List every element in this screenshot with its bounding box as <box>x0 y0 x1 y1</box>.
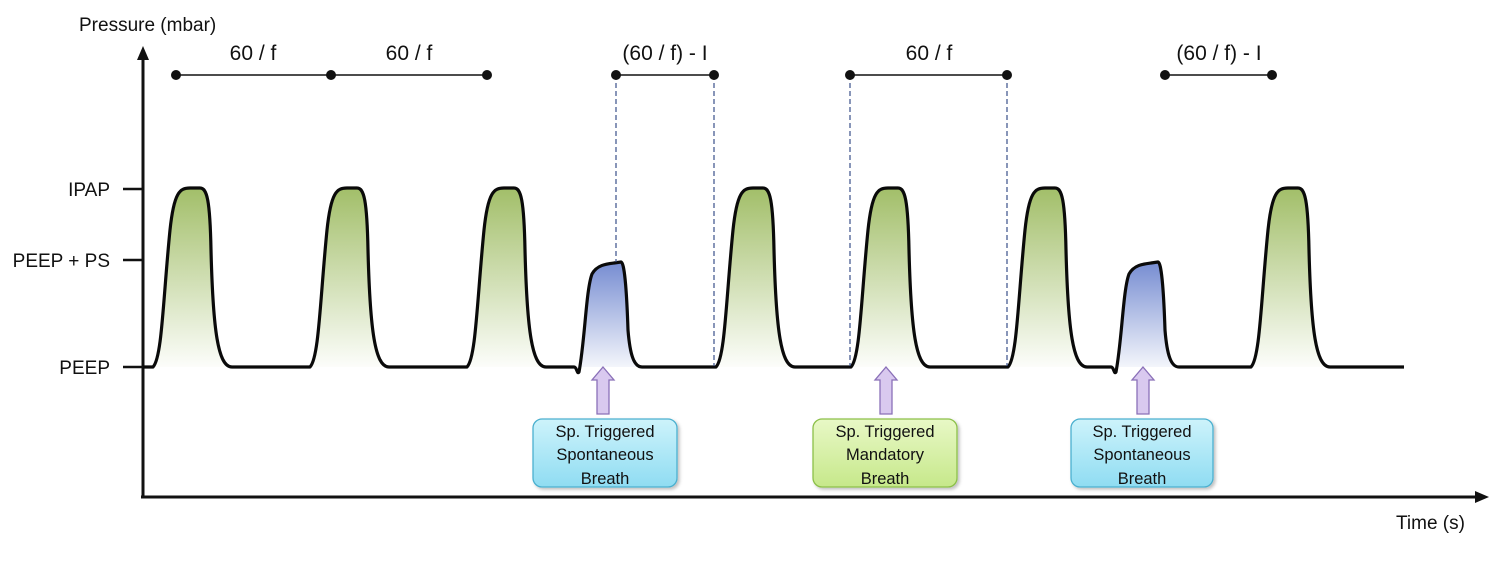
trigger-arrow-icon <box>873 365 899 415</box>
callout-line: Mandatory <box>846 446 925 464</box>
breath-fill-mandatory <box>851 188 930 367</box>
y-axis-title: Pressure (mbar) <box>79 15 216 36</box>
breath-fills <box>153 188 1330 372</box>
interval-label: 60 / f <box>230 42 277 65</box>
y-axis-arrowhead <box>137 46 149 60</box>
breath-fill-mandatory <box>467 188 546 367</box>
callout-mandatory-breath <box>812 418 958 488</box>
interval-dot <box>326 70 336 80</box>
callout-line: Sp. Triggered <box>555 423 654 441</box>
callout-box <box>1070 418 1214 488</box>
callout-line: Spontaneous <box>1093 446 1190 464</box>
interval-dot <box>1002 70 1012 80</box>
interval-label: (60 / f) - I <box>622 42 707 65</box>
callout-box <box>812 418 958 488</box>
interval-dot <box>709 70 719 80</box>
breath-fill-mandatory <box>1251 188 1330 367</box>
interval-dot <box>845 70 855 80</box>
x-axis-title: Time (s) <box>1396 513 1465 534</box>
callout-line: Spontaneous <box>556 446 653 464</box>
axes: Pressure (mbar) Time (s) IPAP PEEP + PS … <box>13 15 1489 534</box>
callout-line: Breath <box>861 470 910 488</box>
breath-fill-mandatory <box>153 188 232 367</box>
callout-spontaneous-breath-2 <box>1070 418 1214 488</box>
breath-fill-mandatory <box>716 188 795 367</box>
callout-line: Sp. Triggered <box>1092 423 1191 441</box>
guide-lines <box>615 75 1008 366</box>
callouts: Sp. Triggered Spontaneous Breath Sp. Tri… <box>532 418 1214 488</box>
interval-label: (60 / f) - I <box>1176 42 1261 65</box>
interval-label: 60 / f <box>906 42 953 65</box>
callout-line: Breath <box>1118 470 1167 488</box>
interval-dot <box>1267 70 1277 80</box>
level-label-ipap: IPAP <box>68 180 110 201</box>
interval-dot <box>1160 70 1170 80</box>
interval-dot <box>482 70 492 80</box>
callout-spontaneous-breath-1 <box>532 418 678 488</box>
pressure-curve <box>143 186 1404 375</box>
interval-label: 60 / f <box>386 42 433 65</box>
interval-dot <box>171 70 181 80</box>
interval-markers: 60 / f 60 / f (60 / f) - I 60 / f (60 / … <box>171 42 1277 80</box>
breath-fill-mandatory <box>1008 188 1087 367</box>
breath-fill-mandatory <box>310 188 389 367</box>
trigger-arrow-icon <box>590 365 616 415</box>
level-label-peep: PEEP <box>59 358 110 379</box>
callout-box <box>532 418 678 488</box>
level-label-peep-ps: PEEP + PS <box>13 251 110 272</box>
trigger-arrows <box>590 365 1156 415</box>
x-axis-arrowhead <box>1475 491 1489 503</box>
interval-dot <box>611 70 621 80</box>
callout-line: Sp. Triggered <box>835 423 934 441</box>
callout-line: Breath <box>581 470 630 488</box>
trigger-arrow-icon <box>1130 365 1156 415</box>
